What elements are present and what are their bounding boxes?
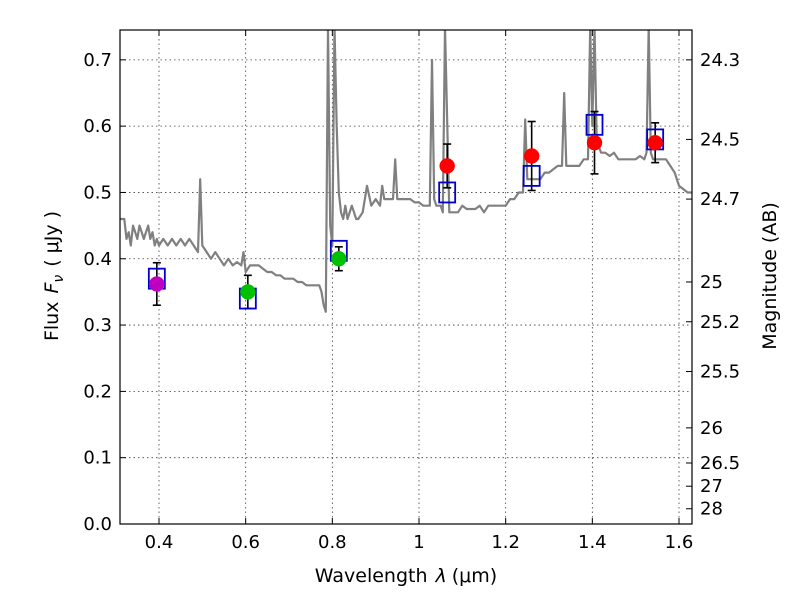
y-tick-label: 0.6 [83,116,112,137]
observed-flux-point [647,134,663,151]
x-tick-label: 1.6 [665,532,694,553]
x-tick-label: 1.4 [578,532,607,553]
y2-tick-label: 25.5 [700,361,740,382]
observed-flux-point [149,276,165,292]
model-flux-square [585,113,604,136]
observed-flux-point [523,148,540,164]
spectrum-line [120,30,692,313]
y-tick-label: 0.3 [83,315,112,336]
y-axis-label-unit: ( μJy ) [41,211,63,267]
model-flux-square [522,164,541,187]
y2-tick-label: 27 [700,476,723,497]
y2-tick-label: 24.3 [700,50,740,71]
y2-tick-label: 24.5 [700,129,740,150]
x-tick-label: 0.8 [318,532,347,553]
y-tick-label: 0.0 [83,514,112,535]
y2-tick-label: 24.7 [700,189,740,210]
y2-tick-label: 25.2 [700,312,740,333]
x-axis-label-unit: (μm) [452,565,497,587]
y-axis-label-symbol: F [41,282,63,294]
data-markers [147,110,665,310]
y-tick-label: 0.4 [83,249,112,270]
observed-flux-point [331,251,347,267]
y-axis-label-subscript: ν [51,275,67,283]
axis-ticks: 0.4 0.6 0.8 1 1.2 1.4 1.6 0.0 0.1 0.2 0.3 0.4 0.5 0.6… [83,30,740,553]
y-axis-label: Flux Fν ( μJy ) [41,211,67,341]
y-axis-label-word: Flux [41,302,63,342]
x-tick-label: 0.6 [231,532,260,553]
y2-tick-label: 26 [700,418,723,439]
x-axis-label-word: Wavelength [315,565,428,587]
model-flux-square [438,181,457,204]
y2-tick-label: 26.5 [700,453,740,474]
observed-flux-point [240,284,256,300]
x-tick-label: 0.4 [145,532,174,553]
grid-lines [120,30,692,525]
x-tick-label: 1 [413,532,424,553]
y-tick-label: 0.7 [83,50,112,71]
y-tick-label: 0.1 [83,448,112,469]
y-tick-label: 0.5 [83,182,112,203]
x-axis-label-symbol: λ [435,565,447,587]
x-axis-label: Wavelength λ (μm) [315,565,497,587]
y2-tick-label: 25 [700,272,723,293]
model-spectrum [120,30,692,313]
y2-axis-label: Magnitude (AB) [759,202,781,350]
y2-tick-label: 28 [700,499,723,520]
y-tick-label: 0.2 [83,381,112,402]
x-tick-label: 1.2 [491,532,520,553]
observed-flux-point [586,134,603,151]
observed-flux-point [439,158,455,174]
plot-frame [119,29,693,525]
